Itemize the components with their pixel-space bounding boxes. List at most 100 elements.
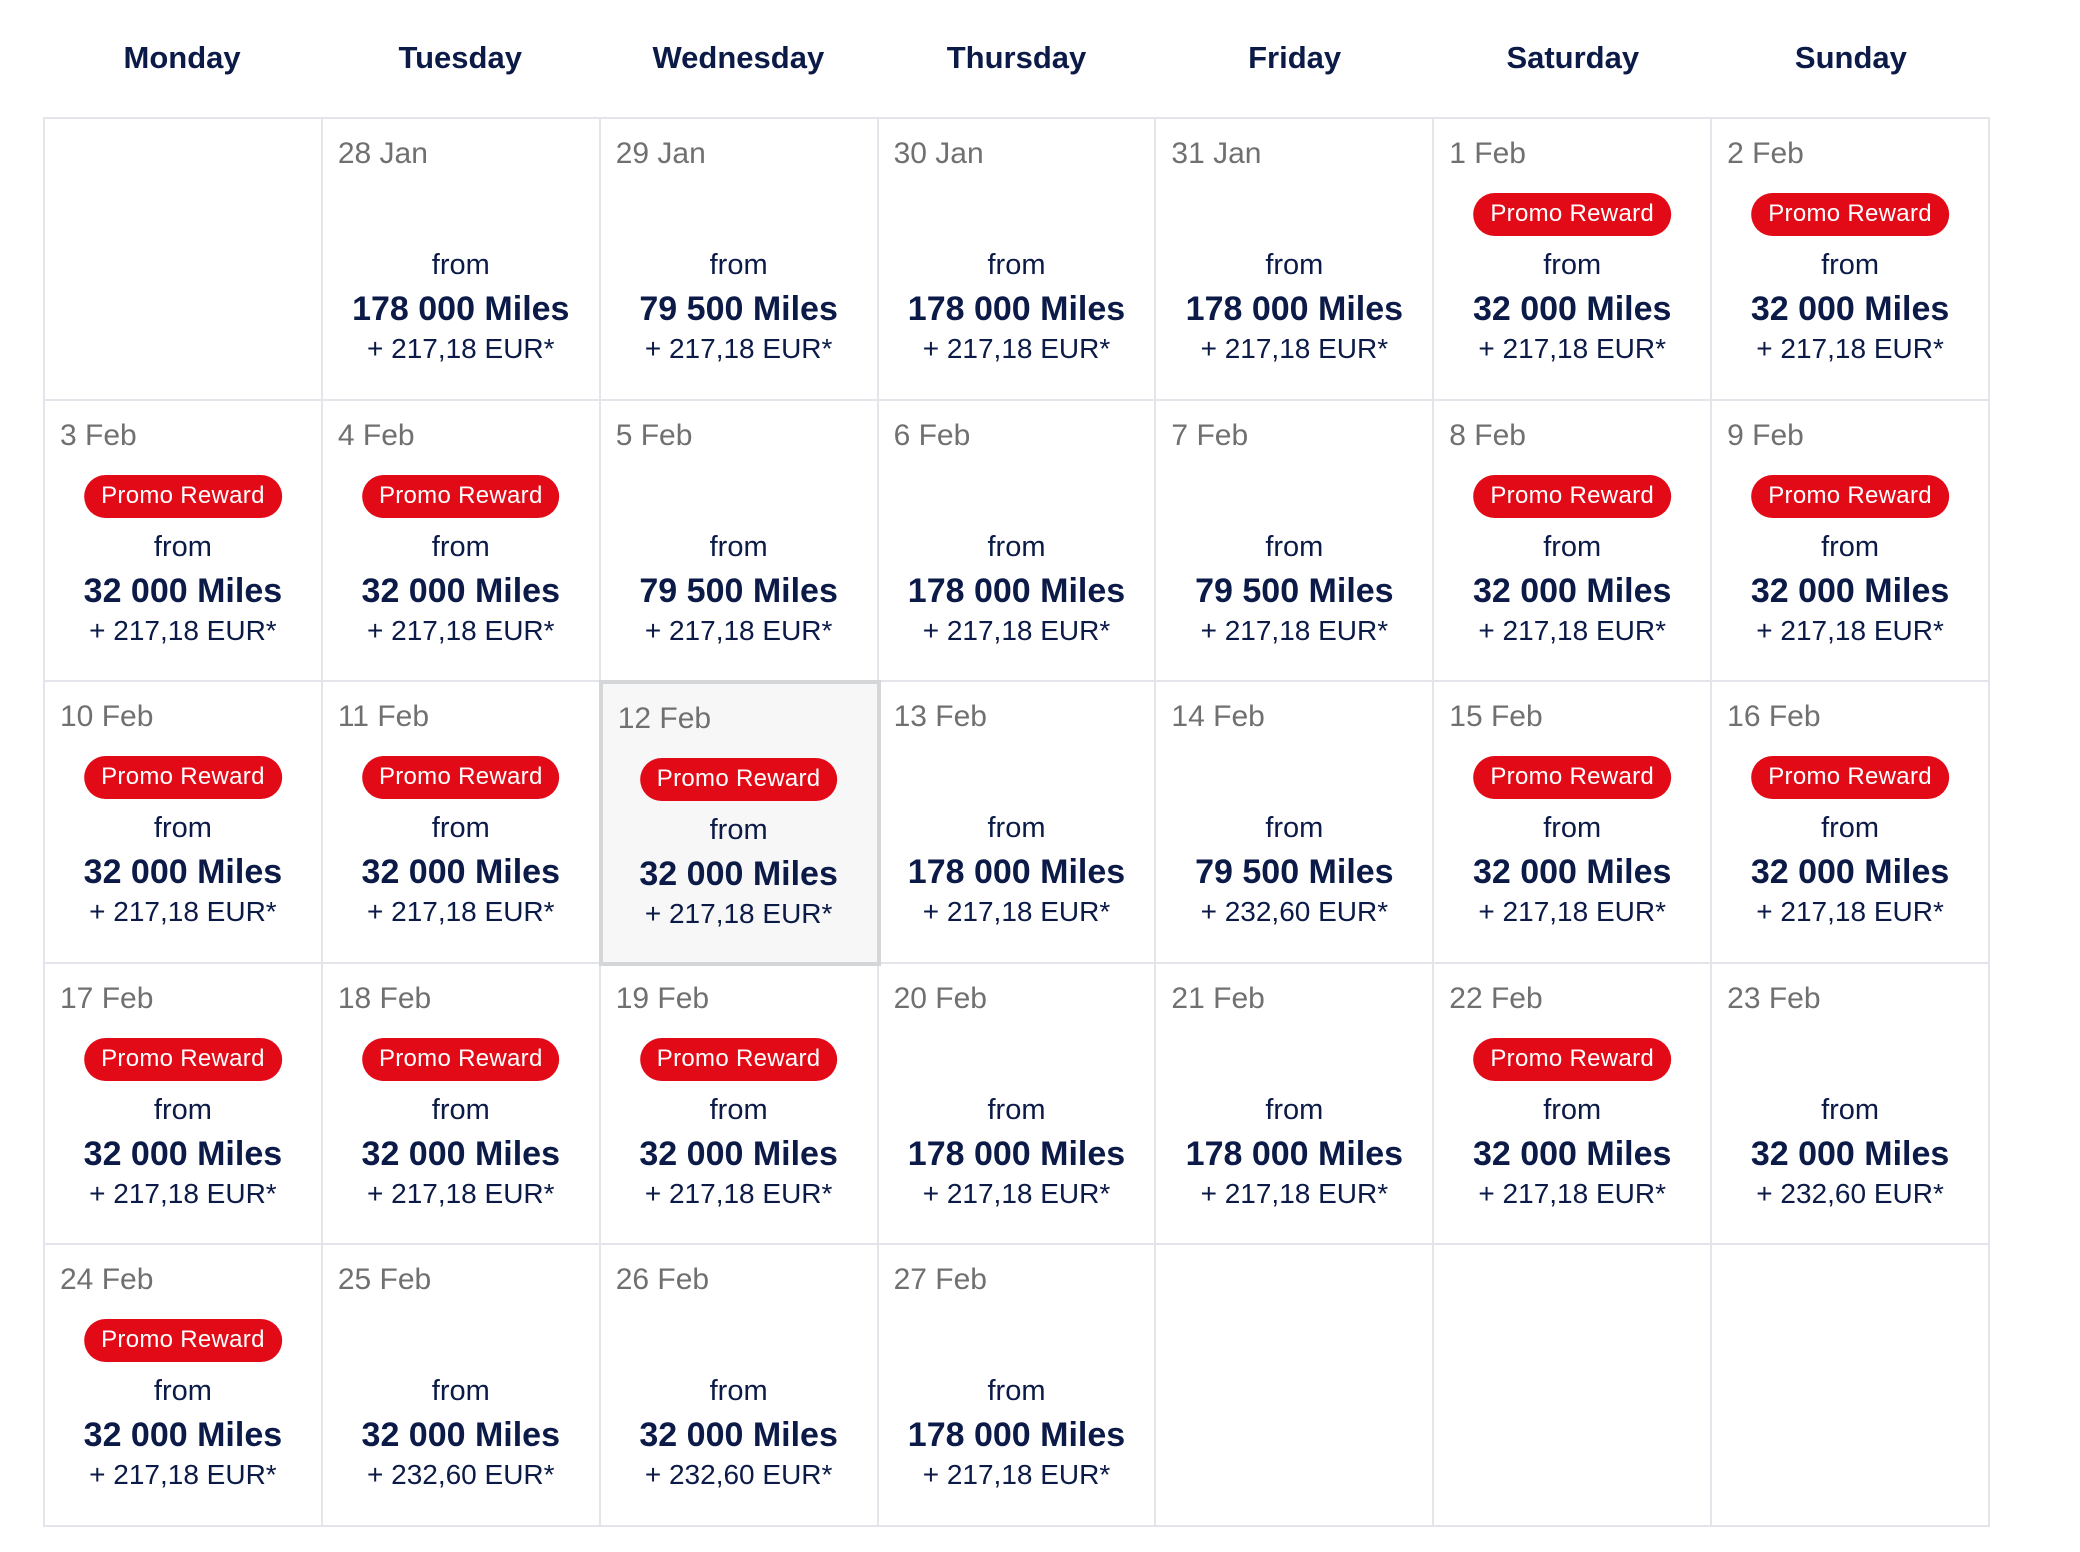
- calendar-day-cell[interactable]: 7 Feb from 79 500 Miles + 217,18 EUR*: [1156, 400, 1435, 683]
- miles-price: 32 000 Miles: [361, 1416, 561, 1455]
- miles-price: 32 000 Miles: [1472, 1134, 1672, 1173]
- tax-surcharge: + 217,18 EUR*: [1756, 896, 1944, 928]
- miles-price: 79 500 Miles: [1195, 853, 1394, 892]
- from-label: from: [1265, 249, 1324, 281]
- calendar-day-cell[interactable]: 3 Feb Promo Reward from 32 000 Miles + 217,1…: [45, 400, 323, 683]
- calendar-day-cell[interactable]: 21 Feb from 178 000 Miles + 217,18 EUR*: [1156, 963, 1435, 1246]
- from-label: from: [1821, 1093, 1880, 1126]
- tax-surcharge: + 217,18 EUR*: [89, 1459, 277, 1491]
- price-block: from 32 000 Miles + 217,18 EUR*: [45, 1373, 321, 1493]
- calendar-day-cell[interactable]: 13 Feb from 178 000 Miles + 217,18 EUR*: [878, 682, 1157, 964]
- from-label: from: [709, 249, 768, 281]
- tax-surcharge: + 217,18 EUR*: [1478, 614, 1666, 646]
- miles-price: 178 000 Miles: [352, 290, 570, 328]
- calendar-day-cell[interactable]: 25 Feb from 32 000 Miles + 232,60 EUR*: [322, 1245, 601, 1527]
- miles-price: 32 000 Miles: [1750, 571, 1950, 610]
- price-block: from 32 000 Miles + 217,18 EUR*: [323, 1092, 599, 1212]
- promo-reward-badge: Promo Reward: [1751, 474, 1949, 518]
- price-block: from 32 000 Miles + 217,18 EUR*: [1434, 529, 1710, 649]
- from-label: from: [709, 530, 768, 563]
- promo-reward-badge: Promo Reward: [639, 1037, 838, 1081]
- day-date-label: 5 Feb: [615, 418, 693, 452]
- day-date-label: 9 Feb: [1727, 418, 1804, 452]
- day-date-label: 10 Feb: [60, 700, 154, 734]
- promo-reward-badge: Promo Reward: [84, 756, 282, 800]
- calendar-day-cell[interactable]: 23 Feb from 32 000 Miles + 232,60 EUR*: [1712, 963, 1990, 1246]
- from-label: from: [1543, 530, 1602, 563]
- miles-price: 32 000 Miles: [1472, 853, 1672, 892]
- price-block: from 32 000 Miles + 232,60 EUR*: [323, 1373, 599, 1493]
- calendar-day-cell[interactable]: 14 Feb from 79 500 Miles + 232,60 EUR*: [1156, 682, 1435, 964]
- calendar-day-cell[interactable]: 12 Feb Promo Reward from 32 000 Miles + 217,…: [598, 680, 881, 966]
- tax-surcharge: + 217,18 EUR*: [1478, 896, 1666, 928]
- price-block: from 32 000 Miles + 217,18 EUR*: [45, 810, 321, 930]
- tax-surcharge: + 217,18 EUR*: [644, 614, 833, 646]
- from-label: from: [153, 1375, 212, 1408]
- weekday-thursday: Thursday: [946, 39, 1087, 75]
- from-label: from: [987, 812, 1046, 845]
- calendar-day-cell[interactable]: 20 Feb from 178 000 Miles + 217,18 EUR*: [878, 963, 1157, 1246]
- price-block: from 32 000 Miles + 217,18 EUR*: [1434, 810, 1710, 930]
- calendar-day-cell[interactable]: 28 Jan from 178 000 Miles + 217,18 EUR*: [322, 119, 601, 401]
- tax-surcharge: + 217,18 EUR*: [366, 896, 555, 928]
- price-block: from 32 000 Miles + 217,18 EUR*: [1434, 247, 1710, 367]
- from-label: from: [431, 530, 490, 563]
- calendar-day-cell[interactable]: 22 Feb Promo Reward from 32 000 Miles + 217,…: [1434, 963, 1713, 1246]
- calendar-day-cell[interactable]: 19 Feb Promo Reward from 32 000 Miles + 217,…: [600, 963, 879, 1246]
- calendar-day-cell[interactable]: 30 Jan from 178 000 Miles + 217,18 EUR*: [878, 119, 1157, 401]
- day-date-label: 19 Feb: [615, 981, 710, 1015]
- miles-price: 178 000 Miles: [1185, 290, 1404, 328]
- calendar-day-cell[interactable]: 1 Feb Promo Reward from 32 000 Miles + 217,1…: [1434, 119, 1713, 401]
- day-date-label: 27 Feb: [893, 1263, 987, 1297]
- from-label: from: [987, 249, 1046, 281]
- calendar-empty-cell: [1434, 1245, 1713, 1527]
- day-date-label: 28 Jan: [337, 137, 428, 170]
- calendar-day-cell[interactable]: 18 Feb Promo Reward from 32 000 Miles + 217,…: [322, 963, 601, 1246]
- calendar-day-cell[interactable]: 2 Feb Promo Reward from 32 000 Miles + 217,1…: [1712, 119, 1990, 401]
- day-date-label: 14 Feb: [1171, 700, 1265, 734]
- from-label: from: [1543, 1093, 1602, 1126]
- miles-price: 32 000 Miles: [83, 853, 283, 892]
- tax-surcharge: + 217,18 EUR*: [922, 896, 1111, 928]
- promo-reward-badge: Promo Reward: [361, 1037, 560, 1081]
- calendar-day-cell[interactable]: 15 Feb Promo Reward from 32 000 Miles + 217,…: [1434, 682, 1713, 964]
- miles-price: 178 000 Miles: [907, 853, 1126, 892]
- calendar-day-cell[interactable]: 4 Feb Promo Reward from 32 000 Miles + 217,1…: [322, 400, 601, 683]
- calendar-day-cell[interactable]: 16 Feb Promo Reward from 32 000 Miles + 217,…: [1712, 682, 1990, 964]
- calendar-day-cell[interactable]: 27 Feb from 178 000 Miles + 217,18 EUR*: [878, 1245, 1157, 1527]
- day-date-label: 12 Feb: [617, 702, 712, 736]
- from-label: from: [1821, 812, 1880, 845]
- from-label: from: [1265, 812, 1324, 845]
- price-block: from 178 000 Miles + 217,18 EUR*: [879, 529, 1155, 649]
- tax-surcharge: + 217,18 EUR*: [89, 1177, 277, 1209]
- calendar-day-cell[interactable]: 9 Feb Promo Reward from 32 000 Miles + 217,1…: [1712, 400, 1990, 683]
- miles-price: 32 000 Miles: [1750, 853, 1950, 892]
- from-label: from: [1821, 530, 1880, 563]
- miles-price: 32 000 Miles: [83, 1416, 283, 1455]
- calendar-day-cell[interactable]: 26 Feb from 32 000 Miles + 232,60 EUR*: [600, 1245, 879, 1527]
- weekday-header: Monday Tuesday Wednesday Thursday Friday…: [43, 0, 1990, 117]
- day-date-label: 31 Jan: [1171, 137, 1262, 170]
- day-date-label: 25 Feb: [337, 1263, 432, 1297]
- calendar-day-cell[interactable]: 11 Feb Promo Reward from 32 000 Miles + 217,…: [322, 682, 601, 964]
- calendar-day-cell[interactable]: 6 Feb from 178 000 Miles + 217,18 EUR*: [878, 400, 1157, 683]
- price-block: from 178 000 Miles + 217,18 EUR*: [323, 247, 599, 367]
- calendar-day-cell[interactable]: 5 Feb from 79 500 Miles + 217,18 EUR*: [600, 400, 879, 683]
- calendar-day-cell[interactable]: 24 Feb Promo Reward from 32 000 Miles + 217,…: [45, 1245, 323, 1527]
- price-block: from 32 000 Miles + 217,18 EUR*: [1712, 247, 1988, 367]
- from-label: from: [987, 1093, 1046, 1126]
- calendar-day-cell[interactable]: 31 Jan from 178 000 Miles + 217,18 EUR*: [1156, 119, 1435, 401]
- from-label: from: [1265, 1093, 1324, 1126]
- day-date-label: 6 Feb: [893, 418, 971, 452]
- day-date-label: 18 Feb: [337, 981, 432, 1015]
- calendar-day-cell[interactable]: 8 Feb Promo Reward from 32 000 Miles + 217,1…: [1434, 400, 1713, 683]
- calendar-day-cell[interactable]: 17 Feb Promo Reward from 32 000 Miles + 217,…: [45, 963, 323, 1246]
- calendar-day-cell[interactable]: 10 Feb Promo Reward from 32 000 Miles + 217,…: [45, 682, 323, 964]
- tax-surcharge: + 217,18 EUR*: [366, 614, 555, 646]
- tax-surcharge: + 217,18 EUR*: [922, 614, 1111, 646]
- day-date-label: 16 Feb: [1727, 700, 1821, 734]
- from-label: from: [431, 249, 490, 281]
- calendar-day-cell[interactable]: 29 Jan from 79 500 Miles + 217,18 EUR*: [600, 119, 879, 401]
- price-block: from 178 000 Miles + 217,18 EUR*: [879, 810, 1155, 930]
- tax-surcharge: + 217,18 EUR*: [644, 333, 833, 364]
